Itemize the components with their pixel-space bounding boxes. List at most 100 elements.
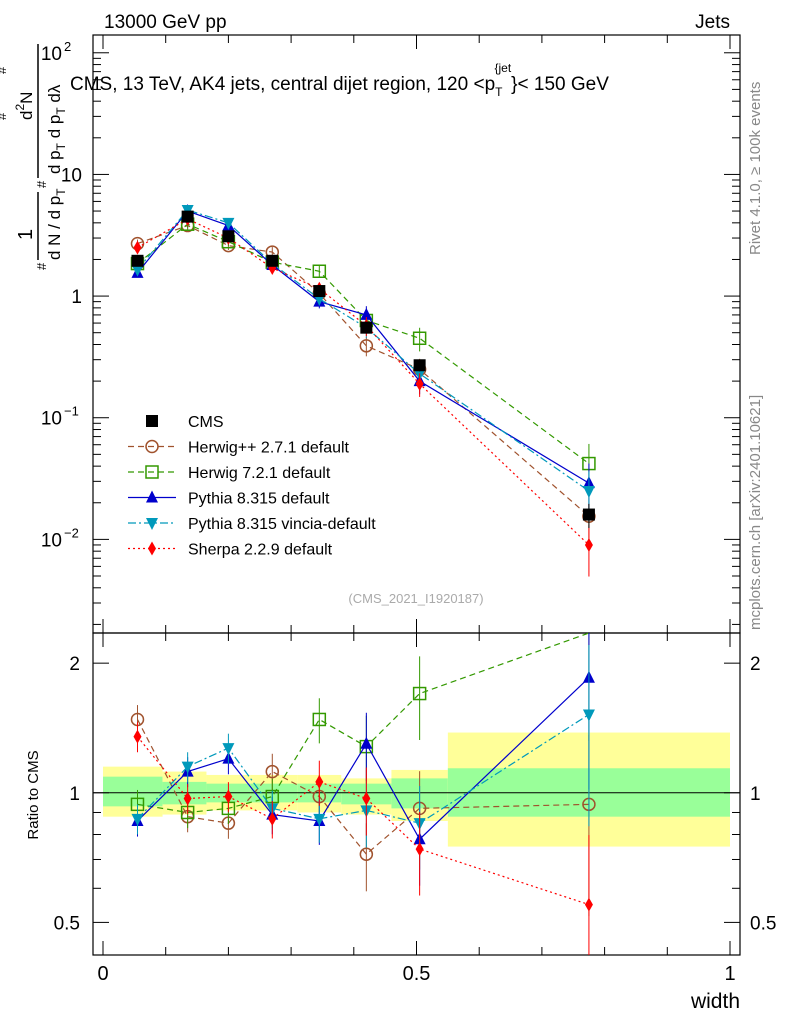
svg-text:d2N: d2N (13, 92, 36, 120)
ratio-line (136, 719, 589, 856)
data-point-marker (148, 541, 156, 556)
legend-label: CMS (188, 414, 224, 431)
main-series-cms (131, 210, 595, 529)
series-line (137, 218, 590, 546)
mcplots-label: mcplots.cern.ch [arXiv:2401.10621] (747, 395, 764, 630)
svg-text:#: # (34, 262, 49, 270)
data-point-marker (313, 285, 326, 298)
ratio-series-layer (130, 632, 596, 955)
data-point-marker (268, 811, 277, 826)
svg-text:d pT d pT dλ: d pT d pT dλ (45, 84, 68, 174)
legend-entry: Pythia 8.315 default (128, 490, 330, 508)
svg-text:d N / d pT: d N / d pT (45, 188, 68, 260)
y-tick-exponent: −2 (64, 525, 79, 540)
data-point-marker (133, 240, 142, 255)
header-left: 13000 GeV pp (104, 12, 227, 33)
data-point-marker (582, 508, 595, 521)
ratio-line (137, 677, 590, 841)
data-point-marker (181, 210, 194, 223)
data-point-marker (183, 791, 192, 806)
data-point-marker (146, 490, 158, 503)
ratio-y-tick-label: 2 (750, 654, 761, 675)
data-point-marker (582, 709, 595, 722)
y-tick-label: 10 (41, 44, 62, 65)
data-point-marker (362, 791, 371, 806)
data-point-marker (222, 217, 235, 230)
legend-entry: Sherpa 2.2.9 default (128, 541, 333, 559)
data-point-marker (312, 264, 327, 278)
x-tick-label: 1 (724, 963, 735, 985)
ratio-line (137, 736, 590, 906)
y-tick-exponent: 2 (64, 39, 71, 54)
data-point-marker (360, 321, 373, 334)
data-point-marker (146, 518, 158, 530)
svg-text:1: 1 (15, 229, 37, 240)
y-tick-label: 10 (41, 409, 62, 430)
data-point-marker (582, 485, 595, 498)
svg-text:#: # (0, 112, 9, 120)
data-point-marker (584, 897, 593, 912)
data-point-marker (412, 686, 427, 701)
data-point-marker (146, 415, 158, 427)
ratio-y-tick-label: 0.5 (54, 913, 80, 934)
series-line (137, 210, 590, 484)
legend-entry: Herwig++ 2.7.1 default (128, 440, 350, 457)
data-point-marker (131, 264, 144, 277)
data-point-marker (313, 813, 326, 826)
title-main: CMS, 13 TeV, AK4 jets, central dijet reg… (70, 74, 485, 95)
svg-text:#: # (0, 66, 9, 74)
ratio-y-tick-label: 2 (69, 654, 80, 675)
data-point-marker (145, 465, 159, 479)
ratio-y-tick-label: 1 (69, 784, 80, 805)
ratio-y-tick-label: 1 (750, 784, 761, 805)
x-tick-label: 0 (97, 963, 108, 985)
data-point-marker (131, 813, 144, 826)
title-p: p (485, 74, 496, 95)
main-series-layer (130, 204, 596, 577)
chart-title: CMS, 13 TeV, AK4 jets, central dijet reg… (70, 61, 609, 99)
data-point-marker (413, 359, 426, 372)
data-point-marker (584, 537, 593, 552)
analysis-watermark: (CMS_2021_I1920187) (348, 591, 483, 606)
legend-label: Herwig++ 2.7.1 default (188, 440, 350, 457)
ratio-line (137, 632, 590, 814)
data-point-marker (145, 439, 159, 454)
ratio-uncertainty-bands (103, 732, 730, 847)
y-tick-label: 1 (71, 287, 82, 308)
data-point-marker (315, 774, 324, 789)
legend-label: Pythia 8.315 vincia-default (188, 516, 376, 533)
ratio-band-inner (103, 776, 163, 807)
data-point-marker (222, 230, 235, 243)
data-point-marker (266, 254, 279, 267)
legend-entry: Herwig 7.2.1 default (128, 465, 331, 482)
legend: CMS Herwig++ 2.7.1 default Herwig 7.2.1 de… (128, 414, 376, 559)
y-tick-label: 10 (41, 530, 62, 551)
y-tick-label: 10 (61, 165, 82, 186)
data-point-marker (222, 743, 235, 756)
title-sub: T (495, 85, 503, 99)
title-tail: }< 150 GeV (511, 74, 609, 95)
data-point-marker (360, 736, 373, 749)
series-line (137, 209, 590, 492)
header-right: Jets (695, 12, 730, 33)
y-tick-exponent: −1 (64, 404, 79, 419)
legend-label: Sherpa 2.2.9 default (188, 542, 333, 559)
rivet-version-label: Rivet 4.1.0, ≥ 100k events (747, 82, 764, 255)
svg-text:#: # (34, 180, 49, 188)
series-line (137, 223, 590, 465)
data-point-marker (181, 761, 194, 774)
data-point-marker (133, 729, 142, 744)
ratio-series-sherpa-2-2-9-default (133, 722, 593, 955)
main-y-axis-label: # 1 d N / d pT # d2N d pT d pT dλ # # (0, 44, 68, 270)
x-tick-label: 0.5 (403, 963, 431, 985)
data-point-marker (360, 307, 373, 320)
legend-label: Herwig 7.2.1 default (188, 465, 331, 482)
data-point-marker (359, 847, 374, 861)
ratio-y-tick-label: 0.5 (750, 913, 776, 934)
ratio-y-axis-label: Ratio to CMS (25, 750, 42, 839)
data-point-marker (415, 842, 424, 857)
legend-entry: CMS (146, 414, 224, 431)
data-point-marker (131, 254, 144, 267)
